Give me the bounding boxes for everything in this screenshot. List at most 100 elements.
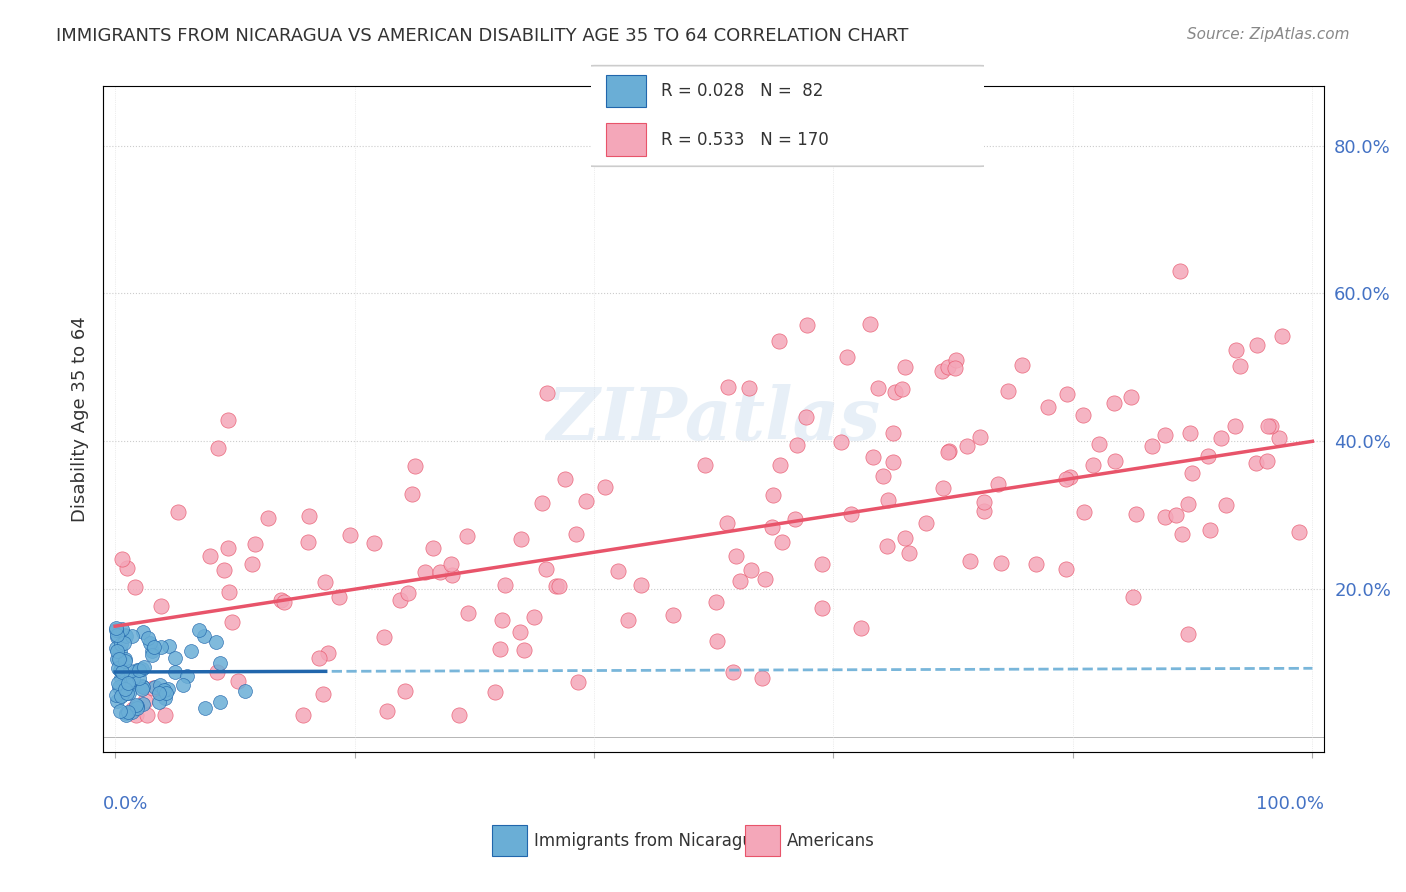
Point — [440, 557, 463, 571]
Point — [894, 532, 917, 546]
Point — [208, 657, 231, 671]
Point — [1171, 527, 1194, 541]
Point — [394, 684, 416, 698]
Point — [292, 708, 315, 723]
Point — [811, 557, 834, 571]
Point — [796, 318, 818, 332]
Point — [943, 360, 966, 375]
Point — [128, 671, 150, 685]
Point — [134, 694, 156, 708]
Point — [339, 527, 361, 541]
Point — [997, 384, 1019, 398]
Point — [105, 689, 128, 703]
Point — [1104, 396, 1126, 410]
Point — [1197, 450, 1219, 464]
Point — [530, 496, 553, 510]
Point — [931, 364, 953, 378]
Point — [523, 610, 546, 624]
Point — [308, 651, 330, 665]
Point — [1153, 428, 1175, 442]
Point — [312, 687, 335, 701]
Point — [575, 493, 598, 508]
Point — [1225, 343, 1247, 357]
Point — [108, 644, 131, 658]
Point — [111, 622, 134, 636]
Point — [149, 677, 172, 691]
Point — [1178, 425, 1201, 440]
Point — [866, 381, 889, 395]
Point — [956, 439, 979, 453]
Text: 100.0%: 100.0% — [1257, 795, 1324, 814]
Point — [111, 551, 134, 566]
Point — [1073, 409, 1095, 423]
Point — [143, 640, 166, 654]
Point — [429, 565, 451, 579]
Point — [754, 572, 776, 586]
Point — [297, 535, 319, 549]
Point — [167, 505, 190, 519]
Point — [915, 516, 938, 531]
Point — [811, 600, 834, 615]
Point — [172, 678, 194, 692]
Point — [751, 671, 773, 685]
Point — [1256, 454, 1278, 468]
Point — [150, 640, 173, 655]
Point — [117, 675, 139, 690]
Point — [124, 580, 146, 594]
Point — [142, 681, 165, 695]
Point — [212, 563, 235, 577]
Point — [298, 509, 321, 524]
Point — [1246, 338, 1268, 352]
Point — [509, 624, 531, 639]
Point — [1122, 591, 1144, 605]
Point — [118, 686, 141, 700]
Point — [785, 512, 807, 526]
Point — [768, 334, 790, 348]
Point — [534, 562, 557, 576]
Point — [143, 680, 166, 694]
Point — [1088, 437, 1111, 451]
Point — [124, 698, 146, 713]
Point — [717, 379, 740, 393]
Text: R = 0.028   N =  82: R = 0.028 N = 82 — [661, 82, 824, 100]
Point — [457, 607, 479, 621]
Point — [1257, 419, 1279, 434]
Point — [110, 637, 132, 651]
Point — [217, 412, 239, 426]
Point — [770, 535, 793, 549]
Point — [413, 566, 436, 580]
Text: Source: ZipAtlas.com: Source: ZipAtlas.com — [1187, 27, 1350, 42]
Point — [121, 629, 143, 643]
Point — [107, 661, 129, 675]
Point — [567, 675, 589, 690]
Point — [218, 585, 240, 599]
Point — [270, 592, 292, 607]
Point — [132, 680, 155, 694]
Point — [240, 557, 263, 571]
Point — [938, 444, 960, 458]
Point — [363, 535, 385, 549]
Point — [273, 595, 295, 609]
Point — [207, 441, 229, 455]
Point — [884, 385, 907, 400]
Point — [494, 578, 516, 592]
Point — [131, 679, 153, 693]
Point — [153, 690, 176, 705]
Point — [606, 564, 628, 578]
Point — [1056, 387, 1078, 401]
Point — [554, 472, 576, 486]
Point — [723, 665, 745, 680]
Point — [141, 648, 163, 662]
Point — [1244, 456, 1267, 470]
Point — [440, 568, 463, 582]
Point — [114, 654, 136, 668]
Point — [724, 549, 747, 563]
Point — [148, 686, 170, 700]
Point — [1166, 508, 1188, 522]
Point — [107, 628, 129, 642]
Point — [114, 628, 136, 642]
Point — [1054, 561, 1077, 575]
Point — [131, 698, 153, 712]
Point — [107, 676, 129, 690]
Point — [121, 706, 143, 720]
